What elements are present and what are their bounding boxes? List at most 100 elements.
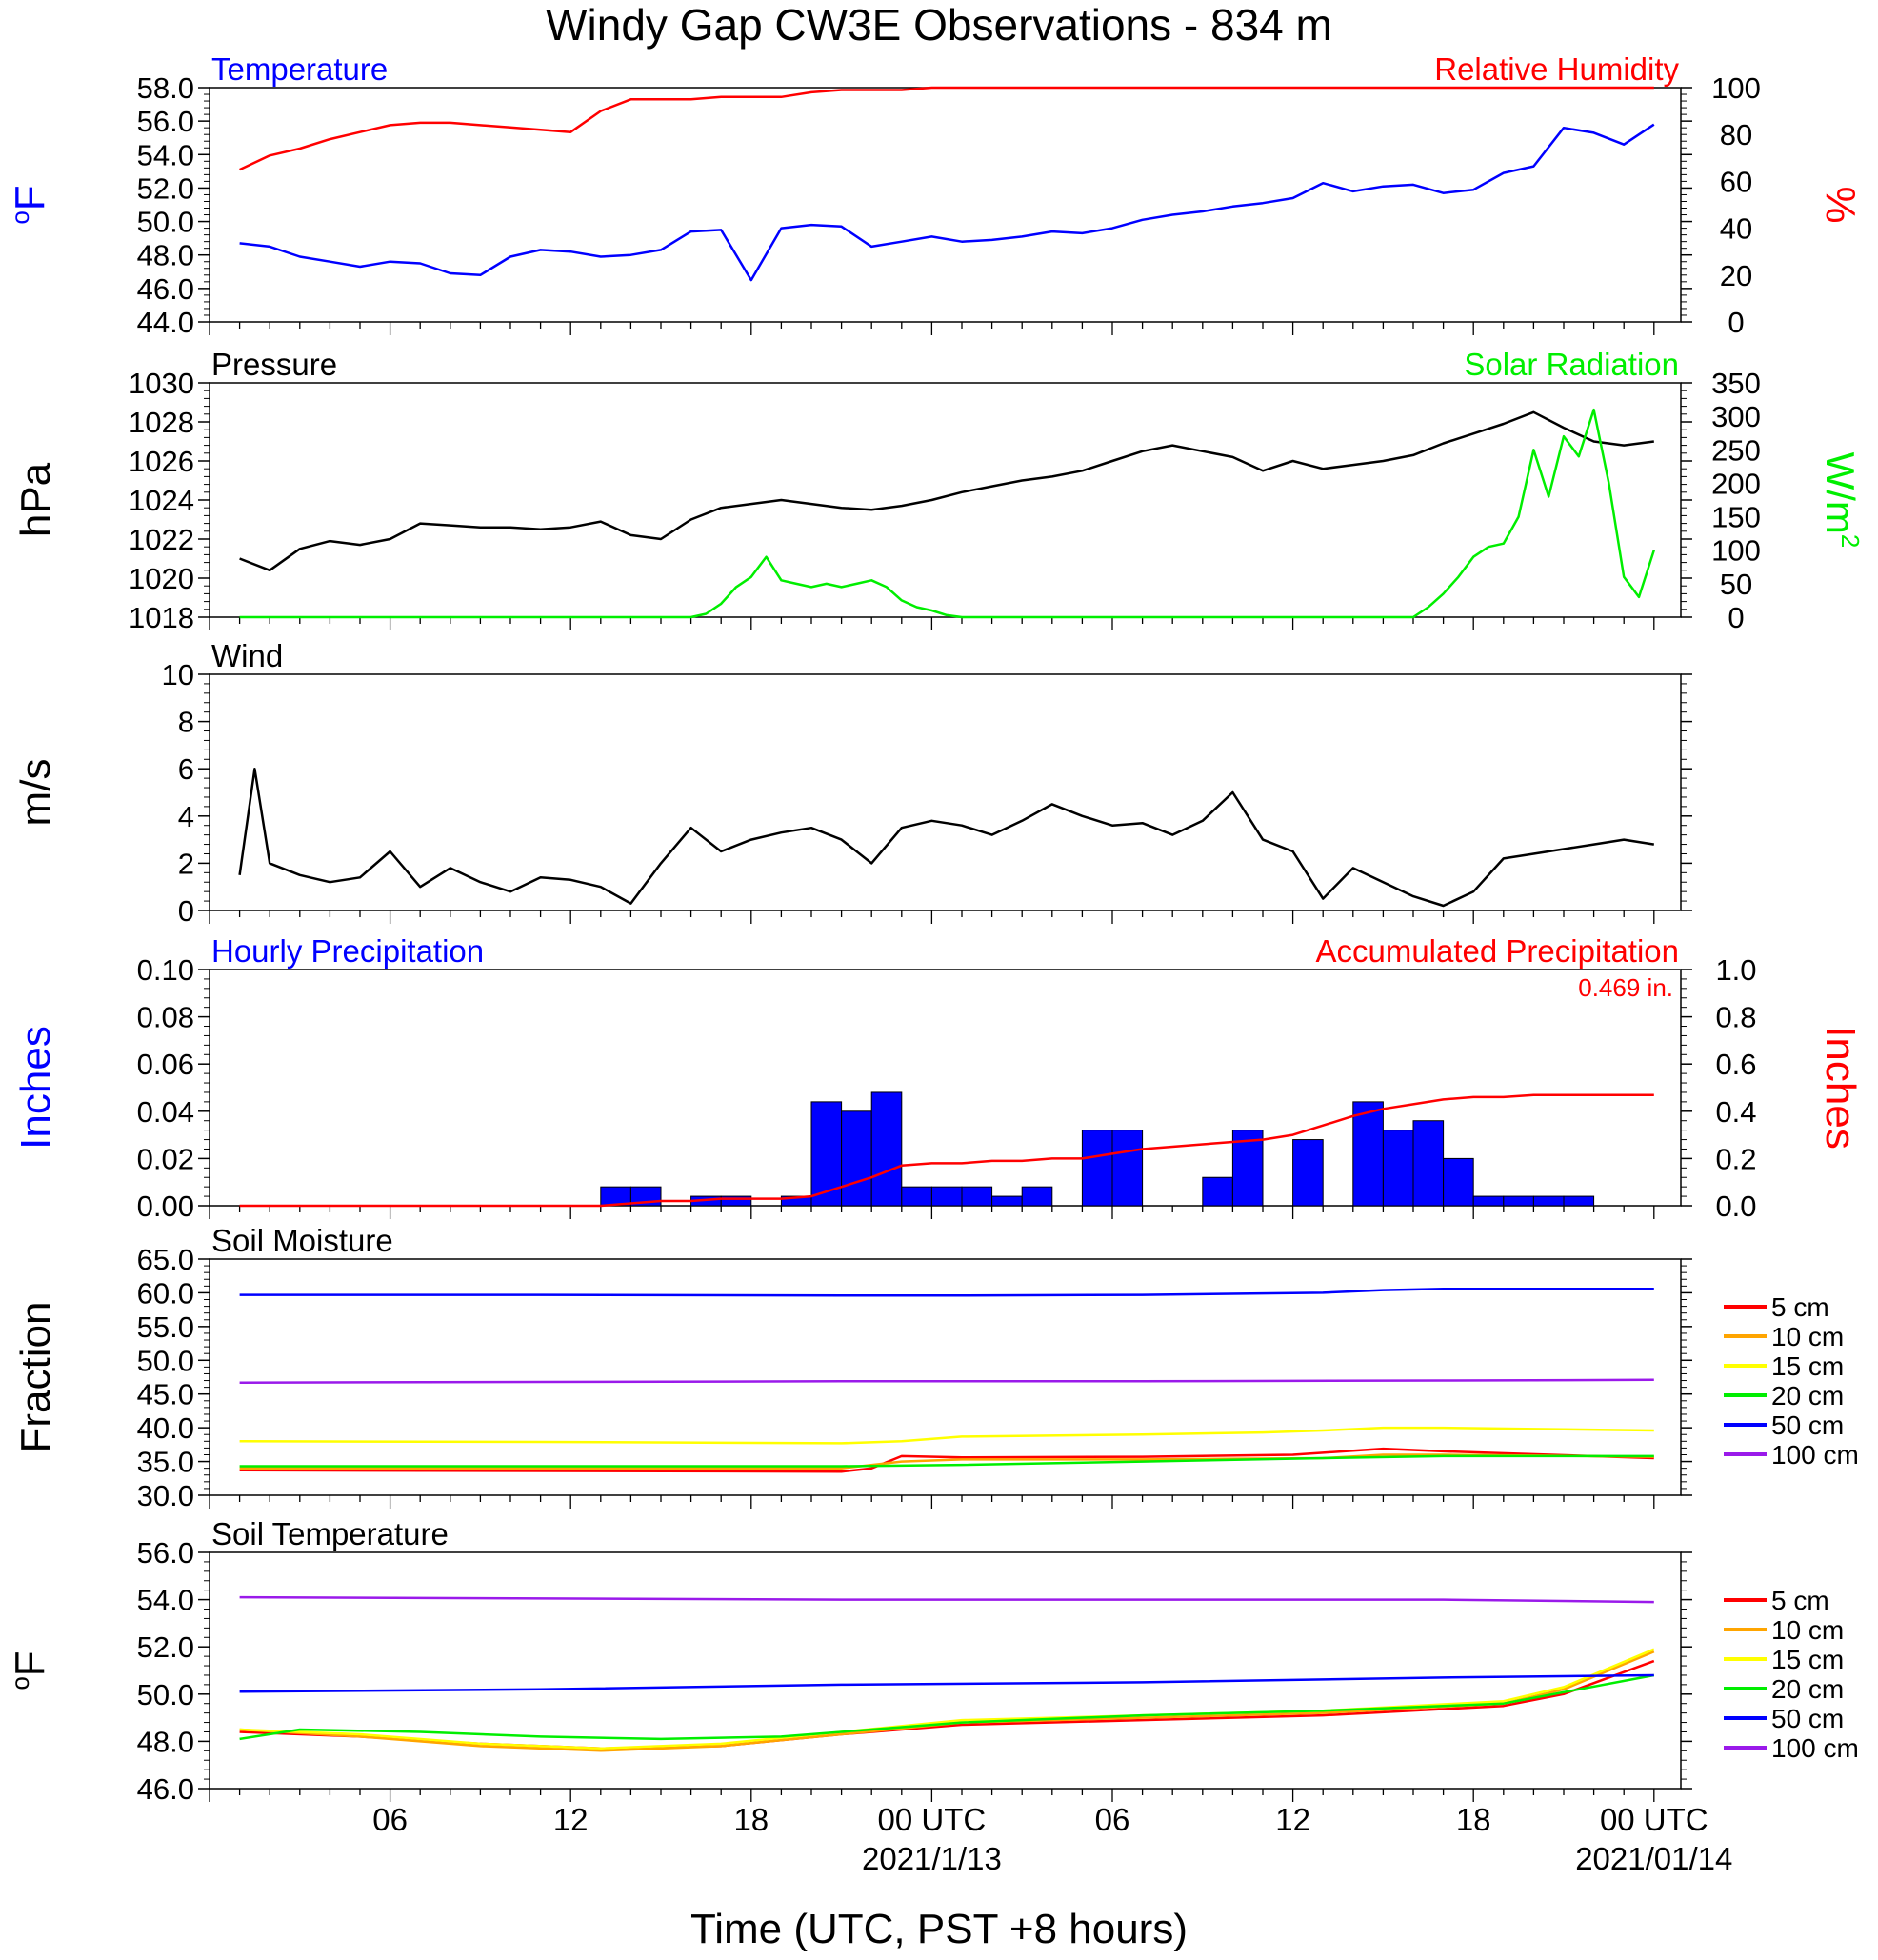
series-line (239, 1426, 1654, 1445)
series-line (239, 410, 1654, 572)
precip-bar (1503, 1195, 1534, 1207)
y-tick-label-left: 2 (178, 847, 194, 880)
series-line (239, 1595, 1654, 1604)
legend-label: 50 cm (1771, 1410, 1844, 1440)
y-tick-label-right: 200 (1711, 467, 1761, 500)
y-tick-label-right: 100 (1711, 71, 1761, 105)
precip-bar (1382, 1130, 1414, 1207)
y-tick-label-left: 46.0 (137, 1772, 194, 1806)
y-tick-label-right: 150 (1711, 501, 1761, 534)
panel-title-left: Soil Temperature (211, 1516, 449, 1551)
y-axis-label-left: oF (6, 1650, 53, 1690)
y-tick-label-right: 1.0 (1715, 953, 1756, 987)
panel-title-left: Soil Moisture (211, 1223, 393, 1258)
precip-bar (1532, 1195, 1565, 1207)
legend-label: 5 cm (1771, 1292, 1829, 1322)
precip-bar (1081, 1130, 1113, 1207)
series-line (239, 408, 1655, 619)
x-axis-label: Time (UTC, PST +8 hours) (690, 1906, 1188, 1952)
y-tick-label-left: 56.0 (137, 1536, 194, 1570)
y-tick-label-right: 40 (1720, 212, 1752, 246)
panel-3: 10 8 6 4 2 0 Wind m/s (12, 638, 1692, 928)
y-tick-label-left: 0.10 (137, 953, 194, 987)
series-line (239, 1447, 1654, 1473)
panel-frame (209, 1551, 1682, 1790)
legend-label: 100 cm (1771, 1440, 1859, 1470)
y-tick-label-left: 52.0 (137, 1630, 194, 1664)
y-tick-label-left: 50.0 (137, 1344, 194, 1377)
series-line (239, 123, 1655, 282)
y-axis-label-left: Fraction (12, 1302, 59, 1453)
x-tick-label: 18 (733, 1802, 769, 1837)
y-tick-label-right: 0.0 (1715, 1190, 1756, 1223)
panel-title-right: Accumulated Precipitation (1315, 933, 1679, 969)
figure-title: Windy Gap CW3E Observations - 834 m (546, 0, 1332, 50)
legend-label: 15 cm (1771, 1351, 1844, 1381)
y-tick-label-left: 54.0 (137, 1584, 194, 1617)
y-tick-label-left: 0.04 (137, 1095, 194, 1129)
series-line (239, 1093, 1654, 1208)
panel-title-right: Solar Radiation (1464, 347, 1679, 382)
y-tick-label-right: 60 (1720, 165, 1752, 198)
legend-label: 20 cm (1771, 1381, 1844, 1410)
y-axis-label-left: m/s (12, 759, 59, 827)
panel-frame (209, 382, 1682, 618)
legend-label: 5 cm (1771, 1586, 1829, 1615)
precip-bar (930, 1186, 963, 1207)
precip-bar (1231, 1130, 1264, 1207)
x-tick-label: 06 (1095, 1802, 1130, 1837)
y-tick-label-left: 30.0 (137, 1479, 194, 1512)
y-tick-label-left: 56.0 (137, 105, 194, 138)
precip-bar (901, 1186, 932, 1207)
y-tick-label-right: 0 (1728, 306, 1744, 339)
series-line (238, 767, 1654, 908)
y-tick-label-left: 52.0 (137, 171, 194, 205)
y-tick-label-left: 8 (178, 706, 194, 739)
precip-bar (1021, 1186, 1053, 1207)
precip-bar (810, 1101, 843, 1207)
x-tick-label: 12 (1275, 1802, 1310, 1837)
accumulation-annotation: 0.469 in. (1578, 973, 1673, 1002)
x-tick-label: 00 UTC (878, 1802, 987, 1837)
series-line (239, 1650, 1655, 1752)
y-tick-label-right: 80 (1720, 118, 1752, 151)
y-axis-label-right: W/m2 (1818, 452, 1865, 549)
precip-bar (841, 1110, 872, 1207)
y-tick-label-left: 65.0 (137, 1243, 194, 1276)
series-line (239, 1673, 1654, 1693)
panel-4: 0.10 0.08 0.06 0.04 0.02 0.00 1.0 0.8 0.6 0.4 0.2 0… (12, 933, 1864, 1223)
y-tick-label-left: 44.0 (137, 306, 194, 339)
y-tick-label-left: 0.02 (137, 1142, 194, 1175)
y-tick-label-left: 6 (178, 752, 194, 786)
y-tick-label-left: 0.06 (137, 1048, 194, 1081)
y-tick-label-right: 0.8 (1715, 1001, 1756, 1034)
y-tick-label-left: 0.08 (137, 1001, 194, 1034)
precip-bar (1292, 1139, 1324, 1207)
legend-label: 50 cm (1771, 1704, 1844, 1733)
panel-5: 65.060.055.050.045.040.035.030.0 Soil Moi… (12, 1223, 1859, 1512)
y-tick-label-left: 35.0 (137, 1446, 194, 1479)
y-tick-label-left: 0.00 (137, 1190, 194, 1223)
precip-bar (870, 1091, 903, 1207)
y-tick-label-left: 46.0 (137, 272, 194, 306)
panel-title-left: Temperature (211, 51, 388, 87)
y-tick-label-left: 55.0 (137, 1310, 194, 1344)
y-axis-label-right: Inches (1817, 1026, 1864, 1150)
precip-bar (1443, 1157, 1474, 1207)
legend-label: 15 cm (1771, 1645, 1844, 1674)
y-tick-label-left: 1026 (129, 445, 194, 478)
precip-bar (1111, 1130, 1144, 1207)
precip-bar (720, 1195, 752, 1207)
x-tick-label: 00 UTC (1600, 1802, 1708, 1837)
series-line (239, 1287, 1654, 1297)
precip-bar (1202, 1176, 1233, 1207)
legend-label: 100 cm (1771, 1733, 1859, 1763)
panel-2: 1030 1028 1026 1024 1022 1020 1018 350300250200… (12, 347, 1865, 634)
y-tick-label-right: 350 (1711, 367, 1761, 400)
y-tick-label-left: 48.0 (137, 1725, 194, 1758)
x-tick-label: 06 (372, 1802, 408, 1837)
y-tick-label-left: 45.0 (137, 1378, 194, 1411)
x-date-label: 2021/1/13 (862, 1841, 1002, 1876)
series-line (239, 1454, 1654, 1468)
